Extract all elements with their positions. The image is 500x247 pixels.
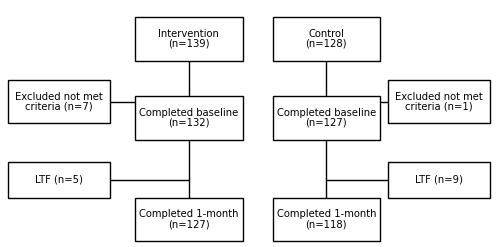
FancyBboxPatch shape	[135, 198, 242, 241]
Text: Completed 1-month: Completed 1-month	[276, 209, 376, 219]
Text: criteria (n=7): criteria (n=7)	[25, 102, 92, 112]
FancyBboxPatch shape	[272, 17, 380, 61]
Text: LTF (n=9): LTF (n=9)	[415, 175, 463, 185]
Text: Excluded not met: Excluded not met	[395, 92, 482, 102]
Text: Completed baseline: Completed baseline	[139, 108, 238, 118]
FancyBboxPatch shape	[388, 80, 490, 124]
Text: (n=139): (n=139)	[168, 39, 209, 49]
Text: (n=127): (n=127)	[306, 118, 347, 128]
Text: (n=118): (n=118)	[306, 219, 347, 229]
FancyBboxPatch shape	[272, 96, 380, 140]
FancyBboxPatch shape	[8, 80, 110, 124]
Text: (n=132): (n=132)	[168, 118, 209, 128]
Text: (n=127): (n=127)	[168, 219, 209, 229]
Text: LTF (n=5): LTF (n=5)	[35, 175, 82, 185]
Text: Excluded not met: Excluded not met	[15, 92, 102, 102]
FancyBboxPatch shape	[8, 162, 110, 198]
Text: (n=128): (n=128)	[306, 39, 347, 49]
Text: Intervention: Intervention	[158, 29, 219, 39]
FancyBboxPatch shape	[135, 17, 242, 61]
FancyBboxPatch shape	[272, 198, 380, 241]
Text: Completed baseline: Completed baseline	[276, 108, 376, 118]
Text: Completed 1-month: Completed 1-month	[139, 209, 238, 219]
Text: criteria (n=1): criteria (n=1)	[405, 102, 472, 112]
Text: Control: Control	[308, 29, 344, 39]
FancyBboxPatch shape	[135, 96, 242, 140]
FancyBboxPatch shape	[388, 162, 490, 198]
